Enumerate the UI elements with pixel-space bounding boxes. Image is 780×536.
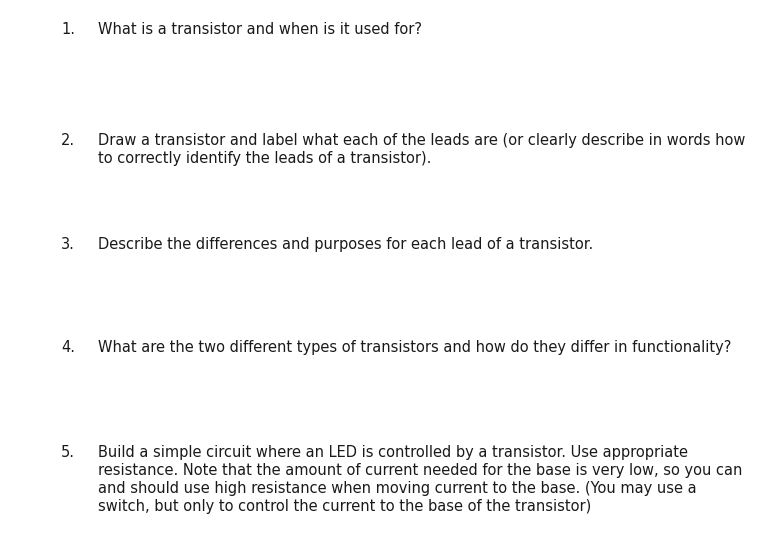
Text: What are the two different types of transistors and how do they differ in functi: What are the two different types of tran… [98, 340, 732, 355]
Text: Draw a transistor and label what each of the leads are (or clearly describe in w: Draw a transistor and label what each of… [98, 133, 746, 148]
Text: What is a transistor and when is it used for?: What is a transistor and when is it used… [98, 22, 422, 37]
Text: 5.: 5. [61, 445, 75, 460]
Text: to correctly identify the leads of a transistor).: to correctly identify the leads of a tra… [98, 151, 431, 166]
Text: Build a simple circuit where an LED is controlled by a transistor. Use appropria: Build a simple circuit where an LED is c… [98, 445, 688, 460]
Text: 2.: 2. [61, 133, 75, 148]
Text: resistance. Note that the amount of current needed for the base is very low, so : resistance. Note that the amount of curr… [98, 463, 743, 478]
Text: switch, but only to control the current to the base of the transistor): switch, but only to control the current … [98, 499, 591, 514]
Text: Describe the differences and purposes for each lead of a transistor.: Describe the differences and purposes fo… [98, 237, 594, 252]
Text: 1.: 1. [61, 22, 75, 37]
Text: 4.: 4. [61, 340, 75, 355]
Text: and should use high resistance when moving current to the base. (You may use a: and should use high resistance when movi… [98, 481, 697, 496]
Text: 3.: 3. [61, 237, 75, 252]
